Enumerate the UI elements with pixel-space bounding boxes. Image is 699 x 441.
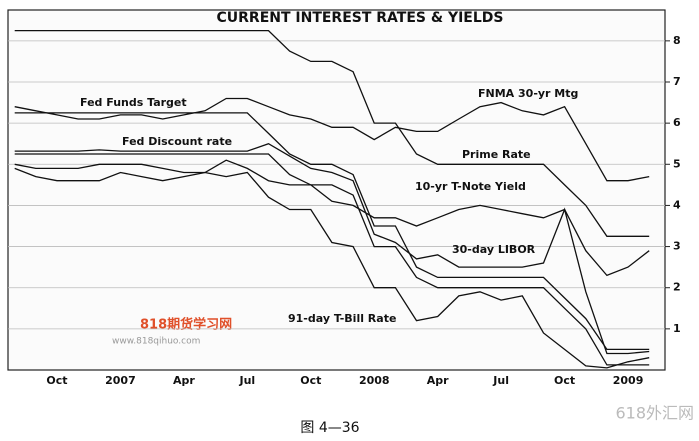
y-tick-label: 2	[673, 281, 681, 294]
series-line	[14, 153, 650, 366]
x-tick-label: 2008	[359, 374, 390, 387]
x-tick-label: Jul	[238, 374, 255, 387]
x-tick-label: Oct	[554, 374, 575, 387]
series-line	[14, 163, 650, 369]
series-label: Fed Discount rate	[122, 135, 232, 148]
x-tick-label: 2009	[613, 374, 644, 387]
plot-frame	[7, 9, 666, 371]
y-tick-label: 3	[673, 240, 681, 253]
series-label: 10-yr T-Note Yield	[415, 180, 526, 193]
y-tick-label: 1	[673, 322, 681, 335]
series-label: 30-day LIBOR	[452, 243, 536, 256]
watermark: www.818qihuo.com	[112, 337, 200, 347]
y-tick-label: 5	[673, 157, 681, 170]
series-line	[14, 29, 650, 237]
series-line	[14, 159, 650, 277]
y-tick-label: 7	[673, 75, 681, 88]
series-label: FNMA 30-yr Mtg	[478, 87, 578, 100]
x-tick-label: 2007	[105, 374, 136, 387]
x-tick-label: Apr	[427, 374, 449, 387]
x-tick-label: Apr	[173, 374, 195, 387]
caption: 图 4—36	[300, 420, 359, 436]
watermark: 818期货学习网	[140, 317, 232, 333]
watermark: 618外汇网	[615, 404, 694, 423]
series-line	[14, 142, 650, 355]
series-line	[14, 97, 650, 182]
y-tick-label: 6	[673, 116, 681, 129]
x-tick-label: Jul	[492, 374, 509, 387]
y-tick-label: 8	[673, 34, 681, 47]
y-tick-label: 4	[673, 198, 681, 211]
series-line	[14, 112, 650, 351]
series-label: 91-day T-Bill Rate	[288, 312, 396, 325]
x-tick-label: Oct	[46, 374, 67, 387]
x-tick-label: Oct	[300, 374, 321, 387]
chart-title: CURRENT INTEREST RATES & YIELDS	[216, 10, 503, 26]
series-label: Prime Rate	[462, 148, 531, 161]
series-label: Fed Funds Target	[80, 96, 187, 109]
